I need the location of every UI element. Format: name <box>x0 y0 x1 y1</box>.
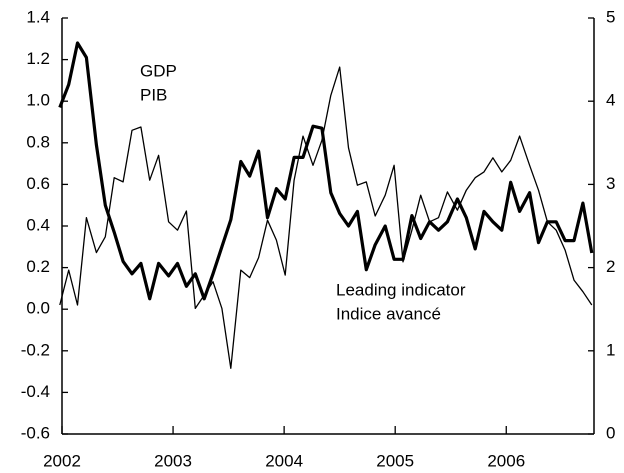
y-tick-label: -0.2 <box>21 340 50 359</box>
y-tick-label: -0.4 <box>21 382 50 401</box>
series-label: GDP <box>140 61 177 80</box>
y2-tick-label: 3 <box>606 174 615 193</box>
x-tick-label: 2002 <box>43 451 81 470</box>
y-tick-label: 0.6 <box>26 174 50 193</box>
x-tick-label: 2005 <box>376 451 414 470</box>
series-label: Leading indicator <box>336 280 466 299</box>
y2-tick-label: 1 <box>606 340 615 359</box>
y-tick-label: 0.0 <box>26 299 50 318</box>
y-tick-label: 1.2 <box>26 49 50 68</box>
y-tick-label: 0.4 <box>26 215 50 234</box>
x-tick-label: 2004 <box>265 451 303 470</box>
y2-tick-label: 5 <box>606 7 615 26</box>
y-tick-label: 1.4 <box>26 7 50 26</box>
series-line <box>59 66 593 369</box>
y-tick-label: 0.2 <box>26 257 50 276</box>
y-tick-label: 0.8 <box>26 132 50 151</box>
x-tick-label: 2003 <box>154 451 192 470</box>
x-tick-label: 2006 <box>487 451 525 470</box>
series-label: PIB <box>140 85 167 104</box>
series-label: Indice avancé <box>336 304 441 323</box>
y2-tick-label: 0 <box>606 423 615 442</box>
y2-tick-label: 4 <box>606 91 615 110</box>
y2-tick-label: 2 <box>606 257 615 276</box>
y-tick-label: 1.0 <box>26 91 50 110</box>
y-tick-label: -0.6 <box>21 423 50 442</box>
series-line <box>58 41 594 301</box>
